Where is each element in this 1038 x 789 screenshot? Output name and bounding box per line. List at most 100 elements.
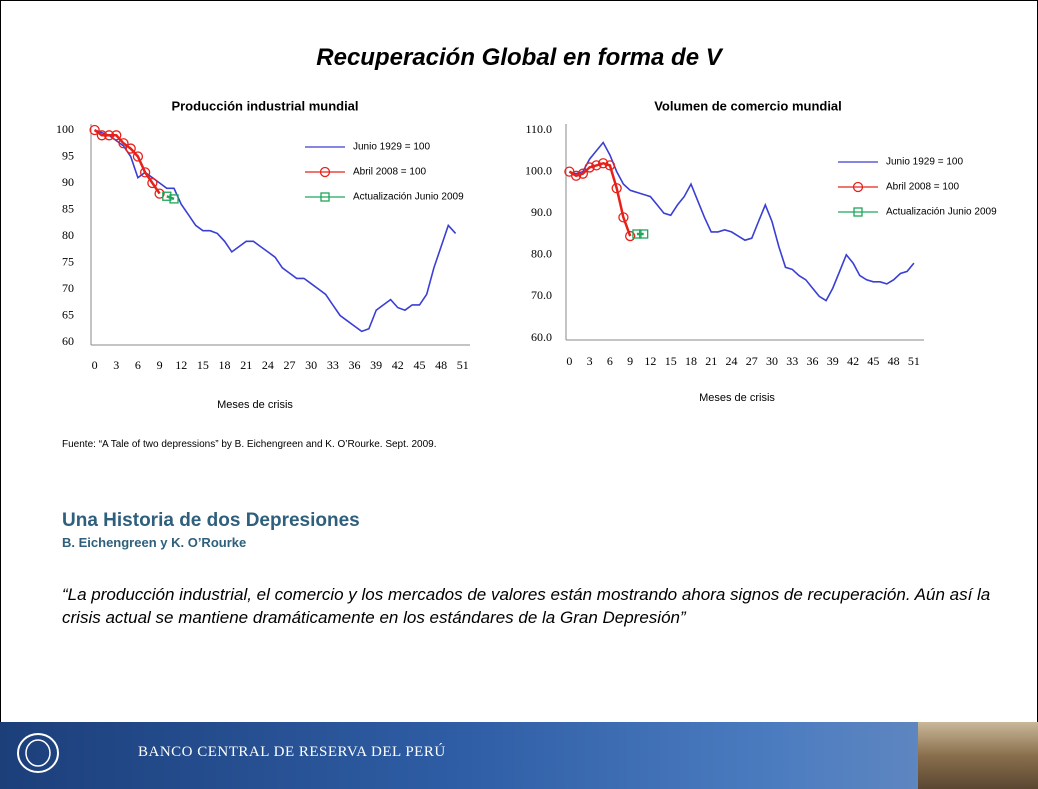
x-tick-label: 30 xyxy=(305,358,317,372)
y-tick-label: 110.0 xyxy=(525,122,552,136)
logo xyxy=(17,733,59,773)
y-tick-label: 60.0 xyxy=(531,330,552,344)
y-tick-label: 100 xyxy=(56,122,74,136)
x-tick-label: 18 xyxy=(685,354,697,368)
data-point xyxy=(577,168,589,179)
x-tick-label: 48 xyxy=(435,358,447,372)
y-tick-label: 75 xyxy=(62,254,74,268)
y-tick-label: 80 xyxy=(62,228,74,242)
x-tick-label: 27 xyxy=(746,354,758,368)
data-point xyxy=(591,160,602,171)
legend-label: Junio 1929 = 100 xyxy=(353,142,430,153)
x-tick-label: 6 xyxy=(607,354,613,368)
data-point xyxy=(570,170,582,181)
source-note: Fuente: “A Tale of two depressions” by B… xyxy=(62,439,437,450)
x-tick-label: 48 xyxy=(888,354,900,368)
x-tick-label: 36 xyxy=(807,354,819,368)
data-point xyxy=(598,158,609,169)
data-point xyxy=(169,194,179,204)
data-point xyxy=(618,212,629,223)
x-tick-label: 15 xyxy=(197,358,209,372)
x-tick-label: 30 xyxy=(766,354,778,368)
legend-marker xyxy=(853,207,863,217)
slide-title: Recuperación Global en forma de V xyxy=(316,44,722,71)
charts: Producción industrial mundial60657075808… xyxy=(56,98,997,411)
x-tick-label: 42 xyxy=(847,354,859,368)
legend-label: Abril 2008 = 100 xyxy=(886,182,960,193)
y-tick-label: 90.0 xyxy=(531,205,552,219)
x-tick-label: 21 xyxy=(240,358,252,372)
legend-marker xyxy=(319,166,331,178)
x-tick-label: 39 xyxy=(370,358,382,372)
x-tick-label: 45 xyxy=(413,358,425,372)
y-tick-label: 85 xyxy=(62,201,74,215)
data-point xyxy=(154,188,165,199)
x-tick-label: 36 xyxy=(348,358,360,372)
data-point xyxy=(125,143,136,154)
chart-title: Volumen de comercio mundial xyxy=(654,98,842,113)
data-point xyxy=(162,191,172,201)
data-point xyxy=(625,230,636,242)
data-point xyxy=(604,160,616,171)
x-tick-label: 51 xyxy=(908,354,920,368)
chart-title: Producción industrial mundial xyxy=(171,98,358,113)
x-tick-label: 9 xyxy=(157,358,163,372)
data-point xyxy=(96,130,107,141)
x-tick-label: 18 xyxy=(219,358,231,372)
y-tick-label: 80.0 xyxy=(531,247,552,261)
footer-text: BANCO CENTRAL DE RESERVA DEL PERÚ xyxy=(138,744,446,760)
legend-label: Actualización Junio 2009 xyxy=(353,192,464,203)
y-tick-label: 65 xyxy=(62,307,74,321)
footer-banner: BANCO CENTRAL DE RESERVA DEL PERÚ xyxy=(0,722,1038,789)
x-tick-label: 3 xyxy=(587,354,593,368)
legend-label: Junio 1929 = 100 xyxy=(886,157,963,168)
x-tick-label: 51 xyxy=(457,358,469,372)
series-line xyxy=(94,129,457,333)
x-tick-label: 42 xyxy=(392,358,404,372)
data-point xyxy=(103,130,115,141)
data-point xyxy=(118,138,129,149)
subheading: B. Eichengreen y K. O’Rourke xyxy=(62,535,247,550)
x-tick-label: 3 xyxy=(113,358,119,372)
x-tick-label: 15 xyxy=(665,354,677,368)
x-tick-label: 24 xyxy=(725,354,737,368)
x-axis-label: Meses de crisis xyxy=(217,399,293,411)
data-point xyxy=(139,167,151,178)
data-point xyxy=(111,130,122,141)
data-point xyxy=(147,177,158,189)
quote: “La producción industrial, el comercio y… xyxy=(62,585,991,627)
x-tick-label: 45 xyxy=(867,354,879,368)
x-tick-label: 27 xyxy=(284,358,296,372)
y-tick-label: 70 xyxy=(62,281,74,295)
data-point xyxy=(132,151,144,162)
x-tick-label: 9 xyxy=(627,354,633,368)
x-tick-label: 33 xyxy=(327,358,339,372)
legend-label: Abril 2008 = 100 xyxy=(353,167,427,178)
legend-label: Actualización Junio 2009 xyxy=(886,207,997,218)
building-photo xyxy=(918,722,1038,789)
data-point xyxy=(639,229,649,239)
legend-marker xyxy=(320,192,330,202)
x-tick-label: 0 xyxy=(92,358,98,372)
x-tick-label: 33 xyxy=(786,354,798,368)
data-point xyxy=(89,124,100,136)
x-tick-label: 21 xyxy=(705,354,717,368)
x-axis-label: Meses de crisis xyxy=(699,392,775,404)
y-tick-label: 95 xyxy=(62,148,74,162)
x-tick-label: 12 xyxy=(175,358,187,372)
y-tick-label: 90 xyxy=(62,175,74,189)
x-tick-label: 0 xyxy=(566,354,572,368)
data-point xyxy=(611,183,622,194)
heading: Una Historia de dos Depresiones xyxy=(62,510,360,531)
x-tick-label: 12 xyxy=(644,354,656,368)
legend-marker xyxy=(852,181,864,193)
data-point xyxy=(632,229,642,239)
data-point xyxy=(584,162,595,173)
x-tick-label: 39 xyxy=(827,354,839,368)
y-tick-label: 60 xyxy=(62,334,74,348)
x-tick-label: 24 xyxy=(262,358,274,372)
series-line xyxy=(568,161,632,237)
series-line xyxy=(569,141,915,302)
x-tick-label: 6 xyxy=(135,358,141,372)
